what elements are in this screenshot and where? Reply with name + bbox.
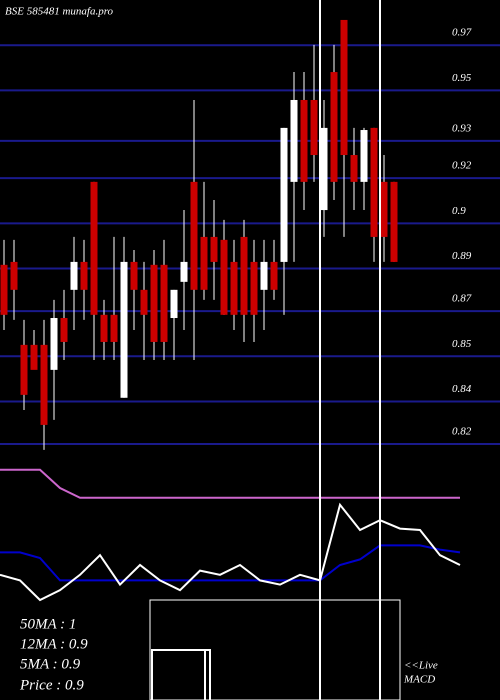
annotation: Price : 0.9 [19, 677, 84, 693]
candle-body [250, 261, 258, 315]
candle-body [80, 261, 88, 290]
annotation: 12MA : 0.9 [20, 636, 88, 652]
candle-body [340, 19, 348, 156]
candle-body [280, 127, 288, 262]
y-tick-label: 0.84 [452, 383, 472, 395]
candle-body [270, 261, 278, 290]
annotation: 50MA : 1 [20, 616, 76, 632]
y-tick-label: 0.85 [452, 338, 472, 350]
indicator-line [0, 502, 461, 602]
candle-body [130, 261, 138, 290]
candle-body [100, 314, 108, 342]
candle-body [50, 318, 58, 370]
candle-body [60, 318, 68, 342]
candle-body [30, 344, 38, 370]
candle-body [180, 261, 188, 282]
candle-body [120, 261, 128, 398]
candle-body [260, 261, 268, 290]
y-tick-label: 0.97 [452, 27, 472, 39]
candle-body [220, 239, 228, 315]
annotation: <<Live [404, 660, 438, 672]
annotation: MACD [403, 674, 435, 686]
candle-body [290, 99, 298, 182]
chart-title: BSE 585481 munafa.pro [5, 6, 114, 18]
candle-body [310, 99, 318, 156]
candle-body [390, 181, 398, 262]
candle-body [240, 236, 248, 315]
candle-body [330, 72, 338, 182]
candle-body [170, 289, 178, 319]
y-tick-label: 0.87 [452, 293, 472, 305]
candle-body [210, 236, 218, 262]
candle-body [70, 261, 78, 290]
candle-body [40, 344, 48, 425]
candle-body [350, 155, 358, 182]
candle-body [150, 264, 158, 342]
y-tick-label: 0.92 [452, 160, 472, 172]
candle-body [160, 264, 168, 342]
candle-body [90, 181, 98, 315]
candle-body [10, 261, 18, 290]
y-tick-label: 0.89 [452, 250, 472, 262]
candle-body [230, 261, 238, 315]
annotation: 5MA : 0.9 [20, 656, 81, 672]
candle-body [110, 314, 118, 342]
macd-bar [205, 649, 211, 700]
candle-body [190, 181, 198, 290]
candle-body [20, 344, 28, 395]
y-tick-label: 0.95 [452, 72, 472, 84]
candle-body [0, 264, 8, 315]
candle-body [320, 127, 328, 211]
macd-bar [151, 649, 206, 700]
y-tick-label: 0.9 [452, 205, 466, 217]
candle-body [380, 181, 388, 237]
indicator-line [0, 468, 460, 499]
candle-body [300, 99, 308, 182]
indicator-line [0, 544, 461, 582]
y-tick-label: 0.93 [452, 122, 472, 134]
candle-body [140, 289, 148, 315]
candle-body [200, 236, 208, 290]
candle-body [370, 127, 378, 237]
candle-body [360, 130, 368, 182]
macd-box [149, 599, 401, 700]
y-tick-label: 0.82 [452, 426, 472, 438]
